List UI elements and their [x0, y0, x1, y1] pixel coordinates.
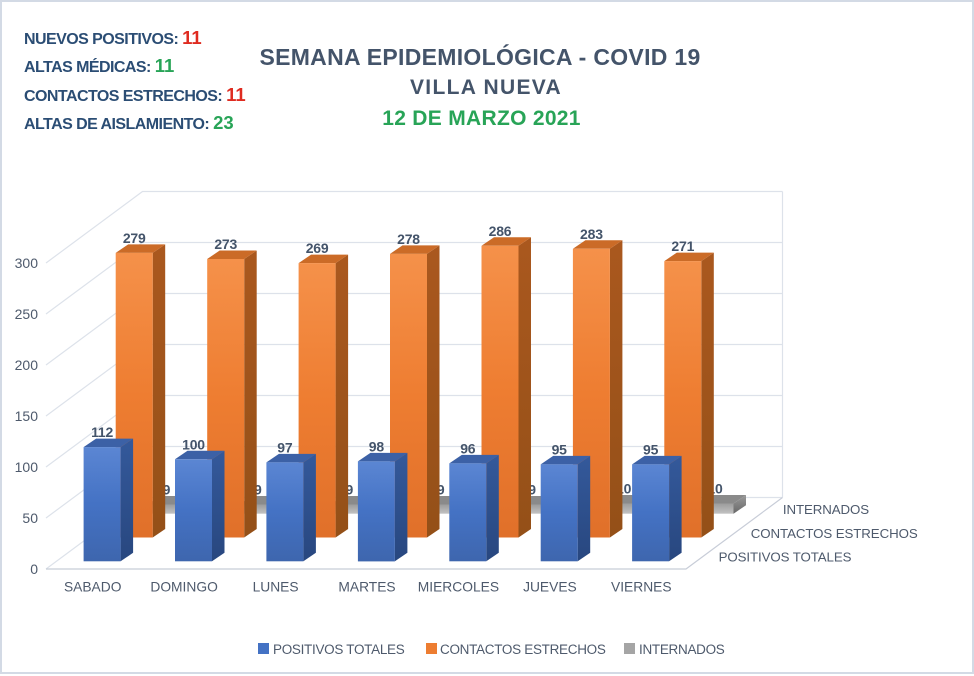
svg-text:VIERNES: VIERNES — [611, 580, 672, 595]
svg-text:100: 100 — [182, 436, 205, 452]
svg-text:269: 269 — [306, 240, 329, 256]
svg-text:273: 273 — [214, 236, 237, 252]
svg-text:279: 279 — [123, 230, 146, 246]
svg-text:POSITIVOS TOTALES: POSITIVOS TOTALES — [719, 550, 852, 565]
svg-text:JUEVES: JUEVES — [523, 580, 577, 595]
svg-text:DOMINGO: DOMINGO — [150, 580, 218, 595]
svg-text:LUNES: LUNES — [253, 580, 299, 595]
svg-text:95: 95 — [643, 441, 659, 457]
svg-text:MARTES: MARTES — [338, 580, 395, 595]
svg-text:283: 283 — [580, 226, 603, 242]
svg-text:9: 9 — [254, 482, 262, 498]
svg-text:0: 0 — [30, 561, 38, 577]
svg-text:98: 98 — [369, 438, 385, 454]
svg-text:9: 9 — [163, 482, 171, 498]
svg-text:9: 9 — [437, 482, 445, 498]
svg-text:INTERNADOS: INTERNADOS — [783, 502, 869, 517]
svg-text:96: 96 — [460, 440, 476, 456]
svg-text:278: 278 — [397, 231, 420, 247]
svg-text:200: 200 — [15, 357, 39, 373]
svg-text:100: 100 — [15, 459, 39, 475]
svg-text:MIERCOLES: MIERCOLES — [418, 580, 499, 595]
svg-text:286: 286 — [489, 223, 512, 239]
svg-text:95: 95 — [552, 441, 568, 457]
svg-text:50: 50 — [22, 510, 38, 526]
svg-text:112: 112 — [91, 424, 113, 440]
svg-text:CONTACTOS ESTRECHOS: CONTACTOS ESTRECHOS — [751, 526, 918, 541]
svg-text:SABADO: SABADO — [64, 580, 122, 595]
svg-text:9: 9 — [528, 482, 536, 498]
svg-text:97: 97 — [277, 439, 293, 455]
svg-text:9: 9 — [346, 482, 354, 498]
svg-text:150: 150 — [15, 408, 39, 424]
svg-text:300: 300 — [15, 255, 39, 271]
svg-text:250: 250 — [15, 306, 39, 322]
svg-text:271: 271 — [671, 238, 694, 254]
